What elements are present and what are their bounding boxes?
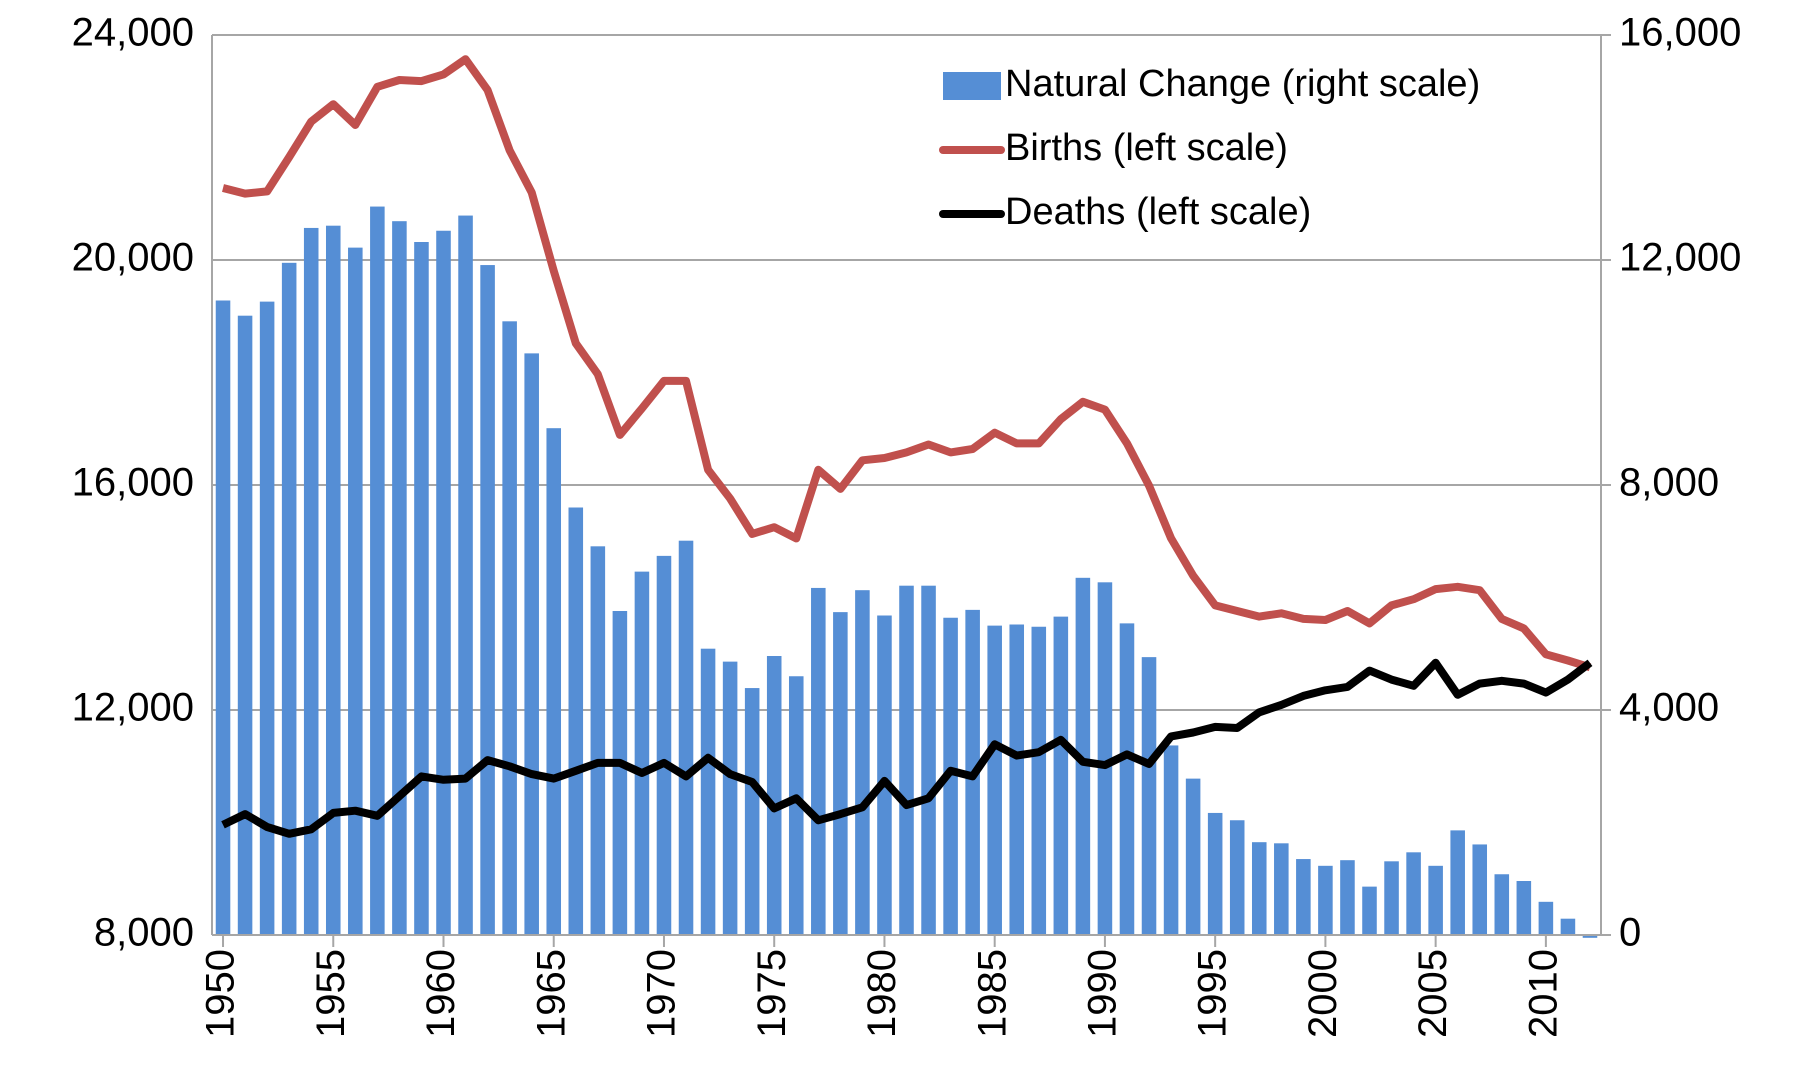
bar xyxy=(1582,935,1598,938)
bar xyxy=(303,227,319,935)
bar xyxy=(1450,830,1465,935)
bar xyxy=(1274,843,1289,935)
y-tick-label: 24,000 xyxy=(72,11,194,55)
y2-tick-label: 16,000 xyxy=(1619,11,1741,55)
bar xyxy=(480,265,495,935)
x-tick-label: 2010 xyxy=(1521,949,1565,1038)
bar xyxy=(1251,842,1267,935)
bar xyxy=(1296,859,1311,935)
bar xyxy=(1494,874,1510,935)
bar xyxy=(1406,852,1421,935)
legend-swatch xyxy=(943,72,1001,100)
bar xyxy=(1384,861,1399,935)
bar xyxy=(656,555,672,935)
bar xyxy=(1560,918,1576,935)
line-series xyxy=(221,658,1593,838)
bar xyxy=(215,300,231,935)
bar xyxy=(1340,860,1355,935)
bar xyxy=(1318,865,1333,935)
y2-tick-label: 4,000 xyxy=(1619,686,1719,730)
y-tick-label: 8,000 xyxy=(94,911,194,955)
bar xyxy=(458,215,473,935)
bar xyxy=(1009,624,1025,935)
bar xyxy=(1207,812,1223,935)
x-tick-label: 1955 xyxy=(309,949,353,1038)
bar xyxy=(414,242,429,935)
x-tick-label: 2005 xyxy=(1411,949,1455,1038)
bar xyxy=(1031,626,1047,935)
bar xyxy=(855,590,870,935)
x-tick-label: 1950 xyxy=(199,949,243,1038)
bar xyxy=(811,587,826,935)
legend-label: Deaths (left scale) xyxy=(1005,191,1311,233)
bar xyxy=(436,230,451,935)
bar xyxy=(987,625,1002,935)
bar xyxy=(1229,820,1245,935)
bar xyxy=(877,615,892,935)
bar xyxy=(1185,778,1201,935)
bar xyxy=(325,225,341,935)
bar xyxy=(612,611,628,935)
bar xyxy=(634,571,650,935)
bar xyxy=(1141,657,1157,935)
bar xyxy=(590,546,606,935)
bar xyxy=(1119,623,1135,935)
x-tick-label: 1970 xyxy=(640,949,684,1038)
bar xyxy=(1472,844,1488,935)
bar xyxy=(524,353,539,935)
bar xyxy=(259,301,275,935)
legend: Natural Change (right scale) Births (left… xyxy=(939,63,1480,233)
y2-tick-label: 0 xyxy=(1619,911,1641,955)
bar xyxy=(370,206,385,935)
bar xyxy=(281,262,297,935)
x-tick-label: 1975 xyxy=(750,949,794,1038)
x-tick-label: 1965 xyxy=(529,949,573,1038)
bar xyxy=(744,688,760,935)
bar xyxy=(1097,582,1113,935)
y-tick-label: 20,000 xyxy=(72,236,194,280)
bar xyxy=(1538,901,1554,935)
line-series xyxy=(222,55,1592,672)
bar xyxy=(722,661,738,935)
bar xyxy=(392,221,407,935)
bar xyxy=(833,612,848,935)
x-tick-label: 1985 xyxy=(970,949,1014,1038)
y-tick-label: 12,000 xyxy=(72,686,194,730)
bar xyxy=(700,648,716,935)
bar xyxy=(1163,745,1179,935)
bar xyxy=(1362,886,1377,935)
y2-tick-label: 8,000 xyxy=(1619,461,1719,505)
legend-label: Natural Change (right scale) xyxy=(1005,63,1480,105)
bar xyxy=(766,656,782,935)
bar xyxy=(546,428,562,935)
y2-tick-label: 12,000 xyxy=(1619,236,1741,280)
legend-label: Births (left scale) xyxy=(1005,127,1288,169)
bar xyxy=(1428,865,1443,935)
bar xyxy=(348,247,363,935)
x-tick-label: 1995 xyxy=(1191,949,1235,1038)
y-tick-label: 16,000 xyxy=(72,461,194,505)
x-tick-label: 1990 xyxy=(1080,949,1124,1038)
bar xyxy=(502,321,517,935)
bar xyxy=(568,507,584,935)
x-tick-label: 2000 xyxy=(1301,949,1345,1038)
bar xyxy=(788,676,804,935)
bar xyxy=(678,540,694,935)
bar xyxy=(921,585,936,935)
bar xyxy=(1516,881,1532,935)
bar xyxy=(237,315,253,935)
x-tick-label: 1960 xyxy=(419,949,463,1038)
bar xyxy=(1053,616,1069,935)
x-tick-label: 1980 xyxy=(860,949,904,1038)
bar xyxy=(899,585,914,935)
